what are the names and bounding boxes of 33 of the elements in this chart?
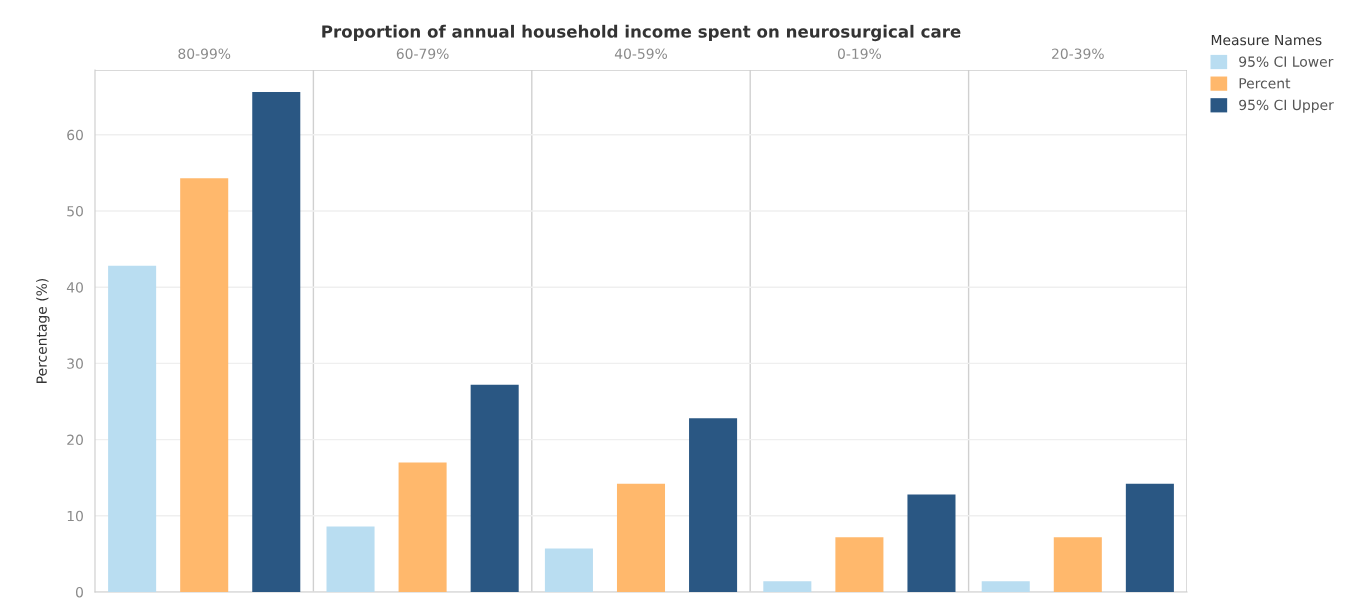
bar — [689, 418, 738, 592]
bar — [544, 548, 593, 592]
bar — [763, 581, 812, 592]
x-tick-label: 40-59% — [614, 48, 668, 59]
y-tick-label: 30 — [67, 358, 83, 369]
y-tick-label: 40 — [66, 282, 83, 293]
bar — [981, 581, 1030, 592]
bar — [180, 178, 229, 592]
x-tick-label: 80-99% — [178, 48, 231, 59]
bar — [907, 494, 956, 592]
y-tick-label: 10 — [67, 510, 83, 522]
x-tick-label: 0-19% — [837, 48, 881, 59]
bar — [326, 526, 375, 592]
bar — [616, 483, 666, 592]
bar — [398, 462, 447, 592]
bar — [1053, 537, 1102, 592]
bar — [108, 265, 157, 592]
y-tick-label: 50 — [67, 205, 83, 217]
y-tick-label: 20 — [67, 434, 83, 446]
legend-label: 95% CI Upper — [1239, 99, 1334, 113]
legend-label: 95% CI Lower — [1239, 56, 1334, 67]
bar — [470, 384, 519, 592]
x-tick-label: 60-79% — [396, 48, 449, 59]
y-axis-title: Percentage (%) — [36, 278, 50, 383]
x-tick-label: 20-39% — [1052, 48, 1104, 59]
bar — [252, 92, 301, 592]
bar — [835, 537, 884, 592]
y-tick-label: 60 — [67, 129, 83, 141]
bar — [1125, 483, 1174, 592]
chart-title: Proportion of annual household income spent on neurosurgical care — [322, 24, 961, 42]
y-tick-label: 0 — [75, 586, 83, 598]
legend-label: Percent — [1239, 78, 1291, 89]
legend-title: Measure Names — [1211, 34, 1322, 46]
